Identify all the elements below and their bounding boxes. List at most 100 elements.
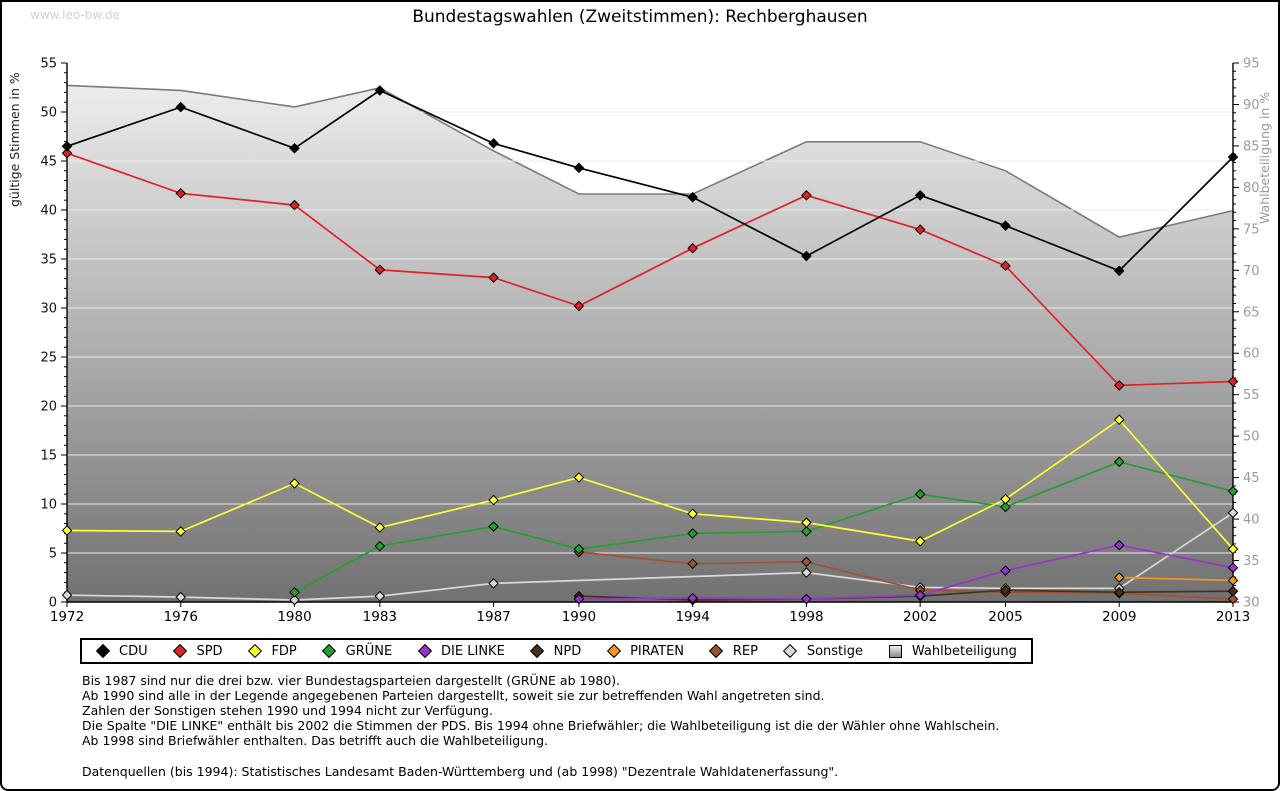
series-marker-sonstige	[1227, 507, 1239, 519]
legend-label-gr-ne: GRÜNE	[345, 643, 393, 659]
x-tick-label: 1983	[363, 609, 397, 625]
x-tick-label: 1972	[50, 609, 84, 625]
npd-marker-shape	[530, 643, 545, 659]
right-tick-label: 30	[1243, 596, 1260, 611]
footnote-spacer	[82, 748, 999, 764]
legend-item-cdu: CDU	[95, 643, 148, 659]
left-tick-label: 0	[49, 596, 57, 611]
left-tick-label: 55	[40, 57, 57, 72]
series-marker-piraten	[1227, 575, 1239, 586]
series-marker-spd	[687, 242, 698, 254]
series-marker-gr-ne	[289, 586, 300, 598]
x-tick-label: 1980	[277, 609, 311, 625]
fdp-legend-marker-icon	[247, 643, 263, 659]
series-marker-gr-ne	[573, 543, 585, 555]
series-marker-rep	[801, 556, 812, 568]
series-marker-sonstige	[289, 594, 300, 606]
series-marker-fdp	[175, 526, 187, 537]
rep-legend-marker-icon	[709, 643, 724, 659]
gr-ne-marker-shape	[322, 643, 337, 659]
legend-item-rep: REP	[709, 643, 758, 659]
gr-ne-legend-marker-icon	[322, 643, 337, 659]
right-tick-label: 65	[1243, 305, 1260, 320]
sonstige-legend-marker-icon	[783, 643, 798, 659]
series-marker-piraten	[1113, 572, 1125, 583]
legend-item-fdp: FDP	[247, 643, 297, 659]
footnote-line-4: Die Spalte "DIE LINKE" enthält bis 2002 …	[82, 718, 1000, 733]
series-marker-cdu	[687, 191, 698, 203]
series-marker-die-linke	[1000, 565, 1011, 576]
series-marker-gr-ne	[1113, 456, 1125, 468]
right-tick-label: 80	[1243, 181, 1260, 196]
right-tick-label: 95	[1243, 57, 1260, 72]
fdp-marker-shape	[247, 643, 263, 659]
left-tick-label: 15	[40, 449, 57, 464]
series-marker-fdp	[801, 517, 812, 528]
series-marker-cdu	[289, 142, 300, 154]
series-marker-fdp	[374, 522, 386, 533]
left-tick-label: 35	[40, 253, 57, 268]
right-tick-label: 35	[1243, 554, 1260, 569]
legend-item-sonstige: Sonstige	[783, 643, 864, 659]
right-tick-label: 70	[1243, 264, 1260, 279]
series-marker-spd	[374, 264, 386, 276]
page-title: Bundestagswahlen (Zweitstimmen): Rechber…	[412, 7, 868, 27]
series-marker-sonstige	[488, 578, 499, 589]
series-marker-gr-ne	[914, 488, 926, 500]
right-tick-label: 90	[1243, 98, 1260, 113]
series-marker-cdu	[61, 140, 73, 152]
series-marker-gr-ne	[687, 528, 698, 539]
series-marker-sonstige	[61, 589, 73, 601]
left-tick-label: 25	[40, 351, 57, 366]
right-tick-label: 85	[1243, 139, 1260, 154]
right-tick-label: 75	[1243, 222, 1260, 237]
series-marker-gr-ne	[374, 540, 386, 552]
series-marker-cdu	[1227, 151, 1239, 163]
right-tick-label: 40	[1243, 513, 1260, 528]
die-linke-legend-marker-icon	[417, 643, 432, 659]
series-line-piraten	[1119, 576, 1234, 582]
election-line-chart: 0 5 10 15 20 25 30 35 40 45 50 55 30 35 40 45 50 55 60 65 70…	[7, 57, 1272, 626]
series-marker-gr-ne	[1227, 485, 1239, 497]
legend-label-sonstige: Sonstige	[806, 643, 864, 659]
sonstige-marker-shape	[783, 643, 798, 659]
legend-item-npd: NPD	[530, 643, 581, 659]
series-marker-die-linke	[1227, 562, 1239, 574]
series-marker-spd	[61, 147, 73, 159]
x-tick-label: 1990	[562, 609, 596, 625]
series-marker-npd	[1000, 584, 1011, 596]
x-tick-label: 1994	[675, 609, 709, 625]
right-tick-label: 50	[1243, 430, 1260, 445]
series-marker-spd	[289, 199, 300, 211]
footnote-line-3: Zahlen der Sonstigen stehen 1990 und 199…	[82, 703, 493, 718]
x-tick-label: 1998	[789, 609, 823, 625]
series-marker-cdu	[1113, 265, 1125, 277]
series-marker-spd	[573, 300, 585, 312]
footnote-line-2: Ab 1990 sind alle in der Legende angegeb…	[82, 688, 825, 703]
x-tick-label: 1987	[476, 609, 510, 625]
series-marker-rep	[1227, 593, 1239, 605]
series-marker-spd	[1227, 376, 1239, 387]
rep-marker-shape	[709, 643, 724, 659]
piraten-legend-marker-icon	[606, 643, 621, 659]
right-tick-label: 55	[1243, 388, 1260, 403]
left-axis-title: gültige Stimmen in %	[7, 72, 22, 207]
left-tick-label: 10	[40, 498, 57, 513]
series-marker-die-linke	[687, 592, 698, 604]
series-marker-rep	[687, 558, 698, 570]
legend-item-gr-ne: GRÜNE	[322, 643, 393, 659]
series-marker-fdp	[573, 472, 585, 483]
x-tick-label: 2013	[1216, 609, 1250, 625]
series-marker-fdp	[1000, 493, 1011, 505]
series-marker-spd	[488, 272, 499, 283]
legend-label-piraten: PIRATEN	[630, 643, 685, 659]
series-marker-npd	[1227, 585, 1239, 597]
wahlbeteiligung-marker-shape	[888, 644, 902, 658]
series-marker-fdp	[687, 508, 698, 520]
legend-item-die-linke: DIE LINKE	[417, 643, 505, 659]
cdu-marker-shape	[95, 643, 110, 659]
series-marker-cdu	[801, 250, 812, 262]
series-marker-gr-ne	[488, 521, 499, 532]
footnote-line-1: Bis 1987 sind nur die drei bzw. vier Bun…	[82, 673, 621, 688]
